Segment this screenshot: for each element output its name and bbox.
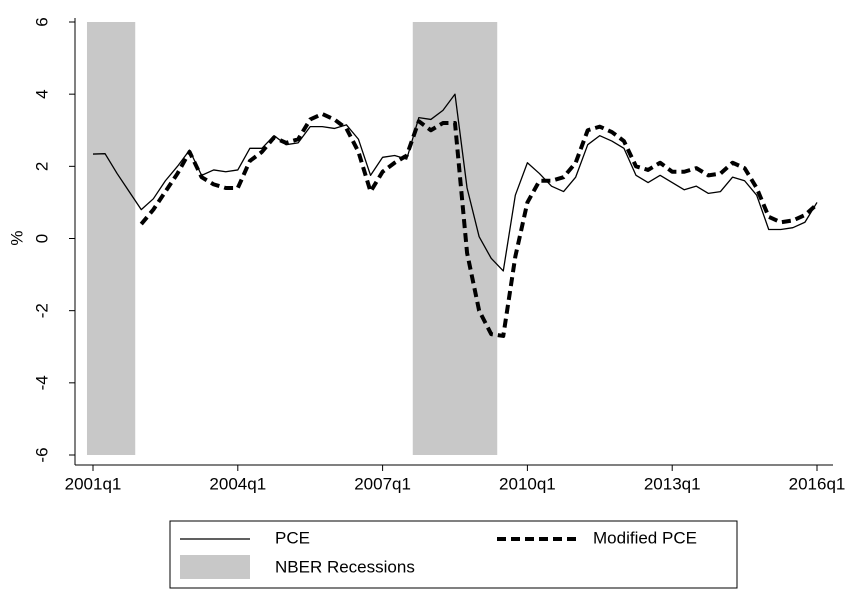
y-tick-label: -2 [32,303,51,318]
x-tick-label: 2007q1 [354,474,411,493]
legend-label: Modified PCE [593,528,697,547]
y-tick-label: 4 [32,89,51,98]
recession-band [86,22,136,455]
x-tick-label: 2010q1 [499,474,556,493]
legend-box [169,520,738,589]
x-tick-label: 2013q1 [644,474,701,493]
y-axis-label: % [7,230,26,245]
y-tick-label: 0 [32,234,51,243]
y-tick-label: 2 [32,162,51,171]
legend-swatch [180,555,250,579]
series-line [139,112,819,338]
x-tick-label: 2004q1 [209,474,266,493]
series-line [92,93,818,272]
legend-label: PCE [275,528,310,547]
x-tick-label: 2016q1 [789,474,846,493]
legend-label: NBER Recessions [275,557,415,576]
y-tick-label: -4 [32,375,51,390]
y-tick-label: -6 [32,447,51,462]
y-tick-label: 6 [32,17,51,26]
recession-band [412,22,498,455]
x-tick-label: 2001q1 [65,474,122,493]
